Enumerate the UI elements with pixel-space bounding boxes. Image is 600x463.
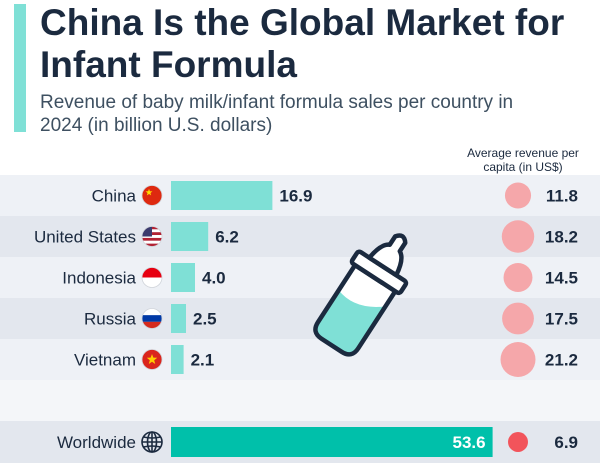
accent-bar <box>14 4 26 132</box>
row-background <box>0 298 600 339</box>
chart-title: China Is the Global Market for Infant Fo… <box>40 2 565 85</box>
worldwide-row: Worldwide 53.6 6.9 <box>0 421 600 463</box>
flag-china-icon <box>142 185 162 206</box>
flag-indonesia-icon <box>142 267 162 288</box>
bar <box>171 222 209 251</box>
per-capita-label: 6.9 <box>554 433 578 452</box>
per-capita-label: 14.5 <box>545 269 578 288</box>
worldwide-bar <box>171 427 493 457</box>
flag-united-states-icon <box>142 226 162 247</box>
per-capita-bubble <box>504 182 532 209</box>
category-label: Russia <box>84 310 137 329</box>
globe-icon <box>141 431 163 453</box>
bar <box>171 345 184 374</box>
spacer-band <box>0 380 600 423</box>
chart-row: Indonesia 4.0 14.5 <box>0 257 600 298</box>
per-capita-label: 11.8 <box>546 187 578 206</box>
per-capita-header: Average revenue per capita (in US$) <box>467 146 579 174</box>
chart-row: United States 6.2 18.2 <box>0 216 600 257</box>
row-background <box>0 216 600 257</box>
flag-russia-icon <box>142 308 162 329</box>
per-capita-bubble <box>501 220 535 253</box>
per-capita-bubble <box>508 432 528 452</box>
bar <box>171 181 273 210</box>
value-label: 2.5 <box>193 310 217 329</box>
value-label: 6.2 <box>215 228 239 247</box>
chart-row: Russia 2.5 17.5 <box>0 298 600 339</box>
per-capita-bubble <box>502 302 534 335</box>
flag-vietnam-icon <box>142 349 162 370</box>
category-label: Indonesia <box>62 269 136 288</box>
chart-row: Vietnam 2.1 21.2 <box>0 339 600 380</box>
category-label: United States <box>34 228 136 247</box>
value-label: 2.1 <box>191 351 215 370</box>
row-background <box>0 175 600 216</box>
per-capita-label: 18.2 <box>545 228 578 247</box>
value-label: 4.0 <box>202 269 226 288</box>
row-background <box>0 257 600 298</box>
chart-row: China 16.9 11.8 <box>0 175 600 216</box>
category-label: Worldwide <box>57 433 136 452</box>
category-label: China <box>92 187 137 206</box>
per-capita-label: 17.5 <box>545 310 578 329</box>
bar <box>171 263 195 292</box>
per-capita-bubble <box>503 263 533 292</box>
row-background <box>0 339 600 380</box>
value-label: 53.6 <box>453 433 486 452</box>
chart-subtitle: Revenue of baby milk/infant formula sale… <box>40 92 514 136</box>
per-capita-label: 21.2 <box>545 351 578 370</box>
category-label: Vietnam <box>74 351 136 370</box>
baby-bottle-icon <box>313 233 409 357</box>
value-label: 16.9 <box>279 187 312 206</box>
per-capita-bubble <box>500 342 536 377</box>
bar <box>171 304 186 333</box>
